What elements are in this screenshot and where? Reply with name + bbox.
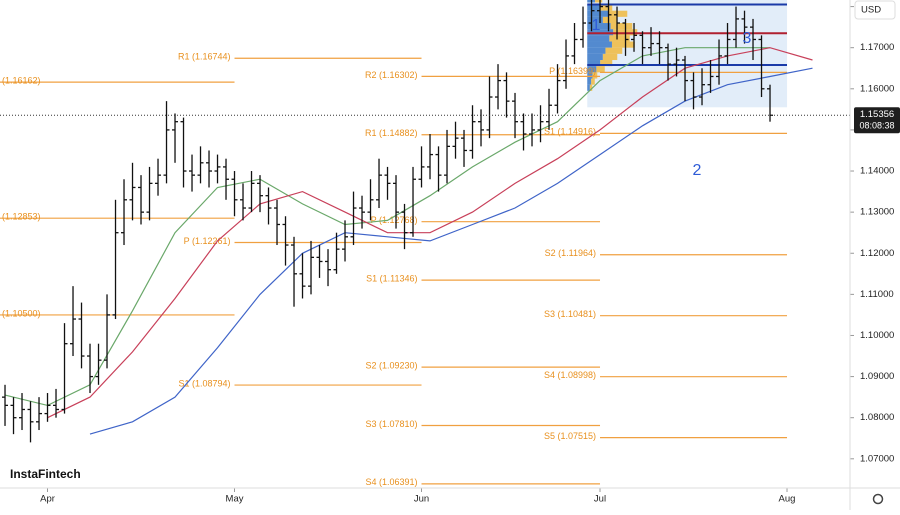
profile-bar: [600, 4, 613, 11]
pivot-label: S3 (1.10481): [544, 309, 596, 319]
last-price-tag: [854, 107, 900, 134]
pivot-label: S5 (1.07515): [544, 431, 596, 441]
pivot-label: R1 (1.16744): [178, 52, 231, 62]
y-tick-label: 1.09000: [860, 371, 894, 382]
pivot-label: S2 (1.09230): [365, 361, 417, 371]
y-tick-label: 1.17000: [860, 42, 894, 53]
pivot-label: S3 (1.07810): [365, 419, 417, 429]
y-tick-label: 1.07000: [860, 453, 894, 464]
profile-bar: [587, 35, 610, 42]
pivot-label: S4 (1.06391): [365, 477, 417, 487]
pivot-label: S1 (1.14916): [544, 127, 596, 137]
pivot-label: R1 (1.14882): [365, 128, 418, 138]
profile-bar: [609, 35, 630, 42]
profile-bar: [595, 0, 603, 3]
moving-average: [89, 67, 813, 435]
profile-bar: [587, 60, 601, 67]
profile-bar: [587, 53, 603, 61]
wave-label: 2: [693, 162, 702, 179]
pivot-label: (1.12853): [2, 212, 41, 222]
profile-bar: [587, 23, 611, 30]
profile-bar: [589, 84, 593, 91]
profile-bar: [596, 66, 605, 73]
profile-bar: [587, 72, 593, 79]
pivot-label: P (1.12261): [184, 236, 231, 246]
brand: InstaFintech: [10, 467, 81, 481]
y-tick-label: 1.16000: [860, 83, 894, 94]
x-tick-label: Apr: [40, 494, 55, 505]
pivot-label: S1 (1.11346): [366, 274, 417, 284]
profile-bar: [602, 16, 618, 24]
y-tick-label: 1.14000: [860, 166, 894, 177]
pivot-label: P (1.12768): [371, 215, 418, 225]
y-tick-label: 1.10000: [860, 330, 894, 341]
profile-bar: [591, 78, 595, 85]
wave-label: 3: [743, 30, 752, 47]
settings-icon[interactable]: [872, 493, 884, 505]
pivot-label: (1.16162): [2, 76, 41, 86]
pivot-label: P (1.16399): [549, 66, 596, 76]
profile-bar: [587, 29, 614, 36]
y-tick-label: 1.13000: [860, 207, 894, 218]
currency-button[interactable]: [854, 0, 896, 20]
profile-bar: [587, 78, 592, 85]
profile-bar: [587, 47, 606, 54]
currency[interactable]: USD: [861, 5, 881, 16]
pivot-label: S2 (1.11964): [545, 248, 596, 258]
profile-bar: [587, 16, 603, 24]
x-tick-label: Jul: [594, 494, 606, 505]
pivot-label: R2 (1.16302): [365, 70, 418, 80]
profile-bar: [600, 60, 613, 67]
profile-bar: [587, 66, 597, 73]
x-tick-label: Jun: [414, 494, 429, 505]
profile-bar: [587, 41, 612, 48]
x-tick-label: Aug: [779, 494, 796, 505]
profile-bar: [610, 23, 633, 30]
profile-bar: [587, 4, 601, 11]
profile-bar: [587, 84, 590, 91]
profile-bar: [608, 10, 628, 17]
profile-bar: [611, 41, 635, 48]
y-tick-label: 1.12000: [860, 248, 894, 259]
y-tick-label: 1.11000: [860, 289, 894, 300]
pivot-label: (1.10500): [2, 308, 41, 318]
wave-label: 1: [592, 17, 601, 34]
profile-bar: [587, 10, 609, 17]
profile-bar: [592, 72, 598, 79]
pivot-label: S1 (1.08794): [178, 378, 230, 388]
y-tick-label: 1.08000: [860, 412, 894, 423]
last-price-label: 1.15356: [860, 109, 894, 120]
profile-bar: [602, 53, 618, 61]
pivot-label: S4 (1.08998): [544, 370, 596, 380]
x-tick-label: May: [226, 494, 244, 505]
countdown: 08:08:38: [859, 121, 894, 131]
profile-bar: [605, 47, 623, 54]
